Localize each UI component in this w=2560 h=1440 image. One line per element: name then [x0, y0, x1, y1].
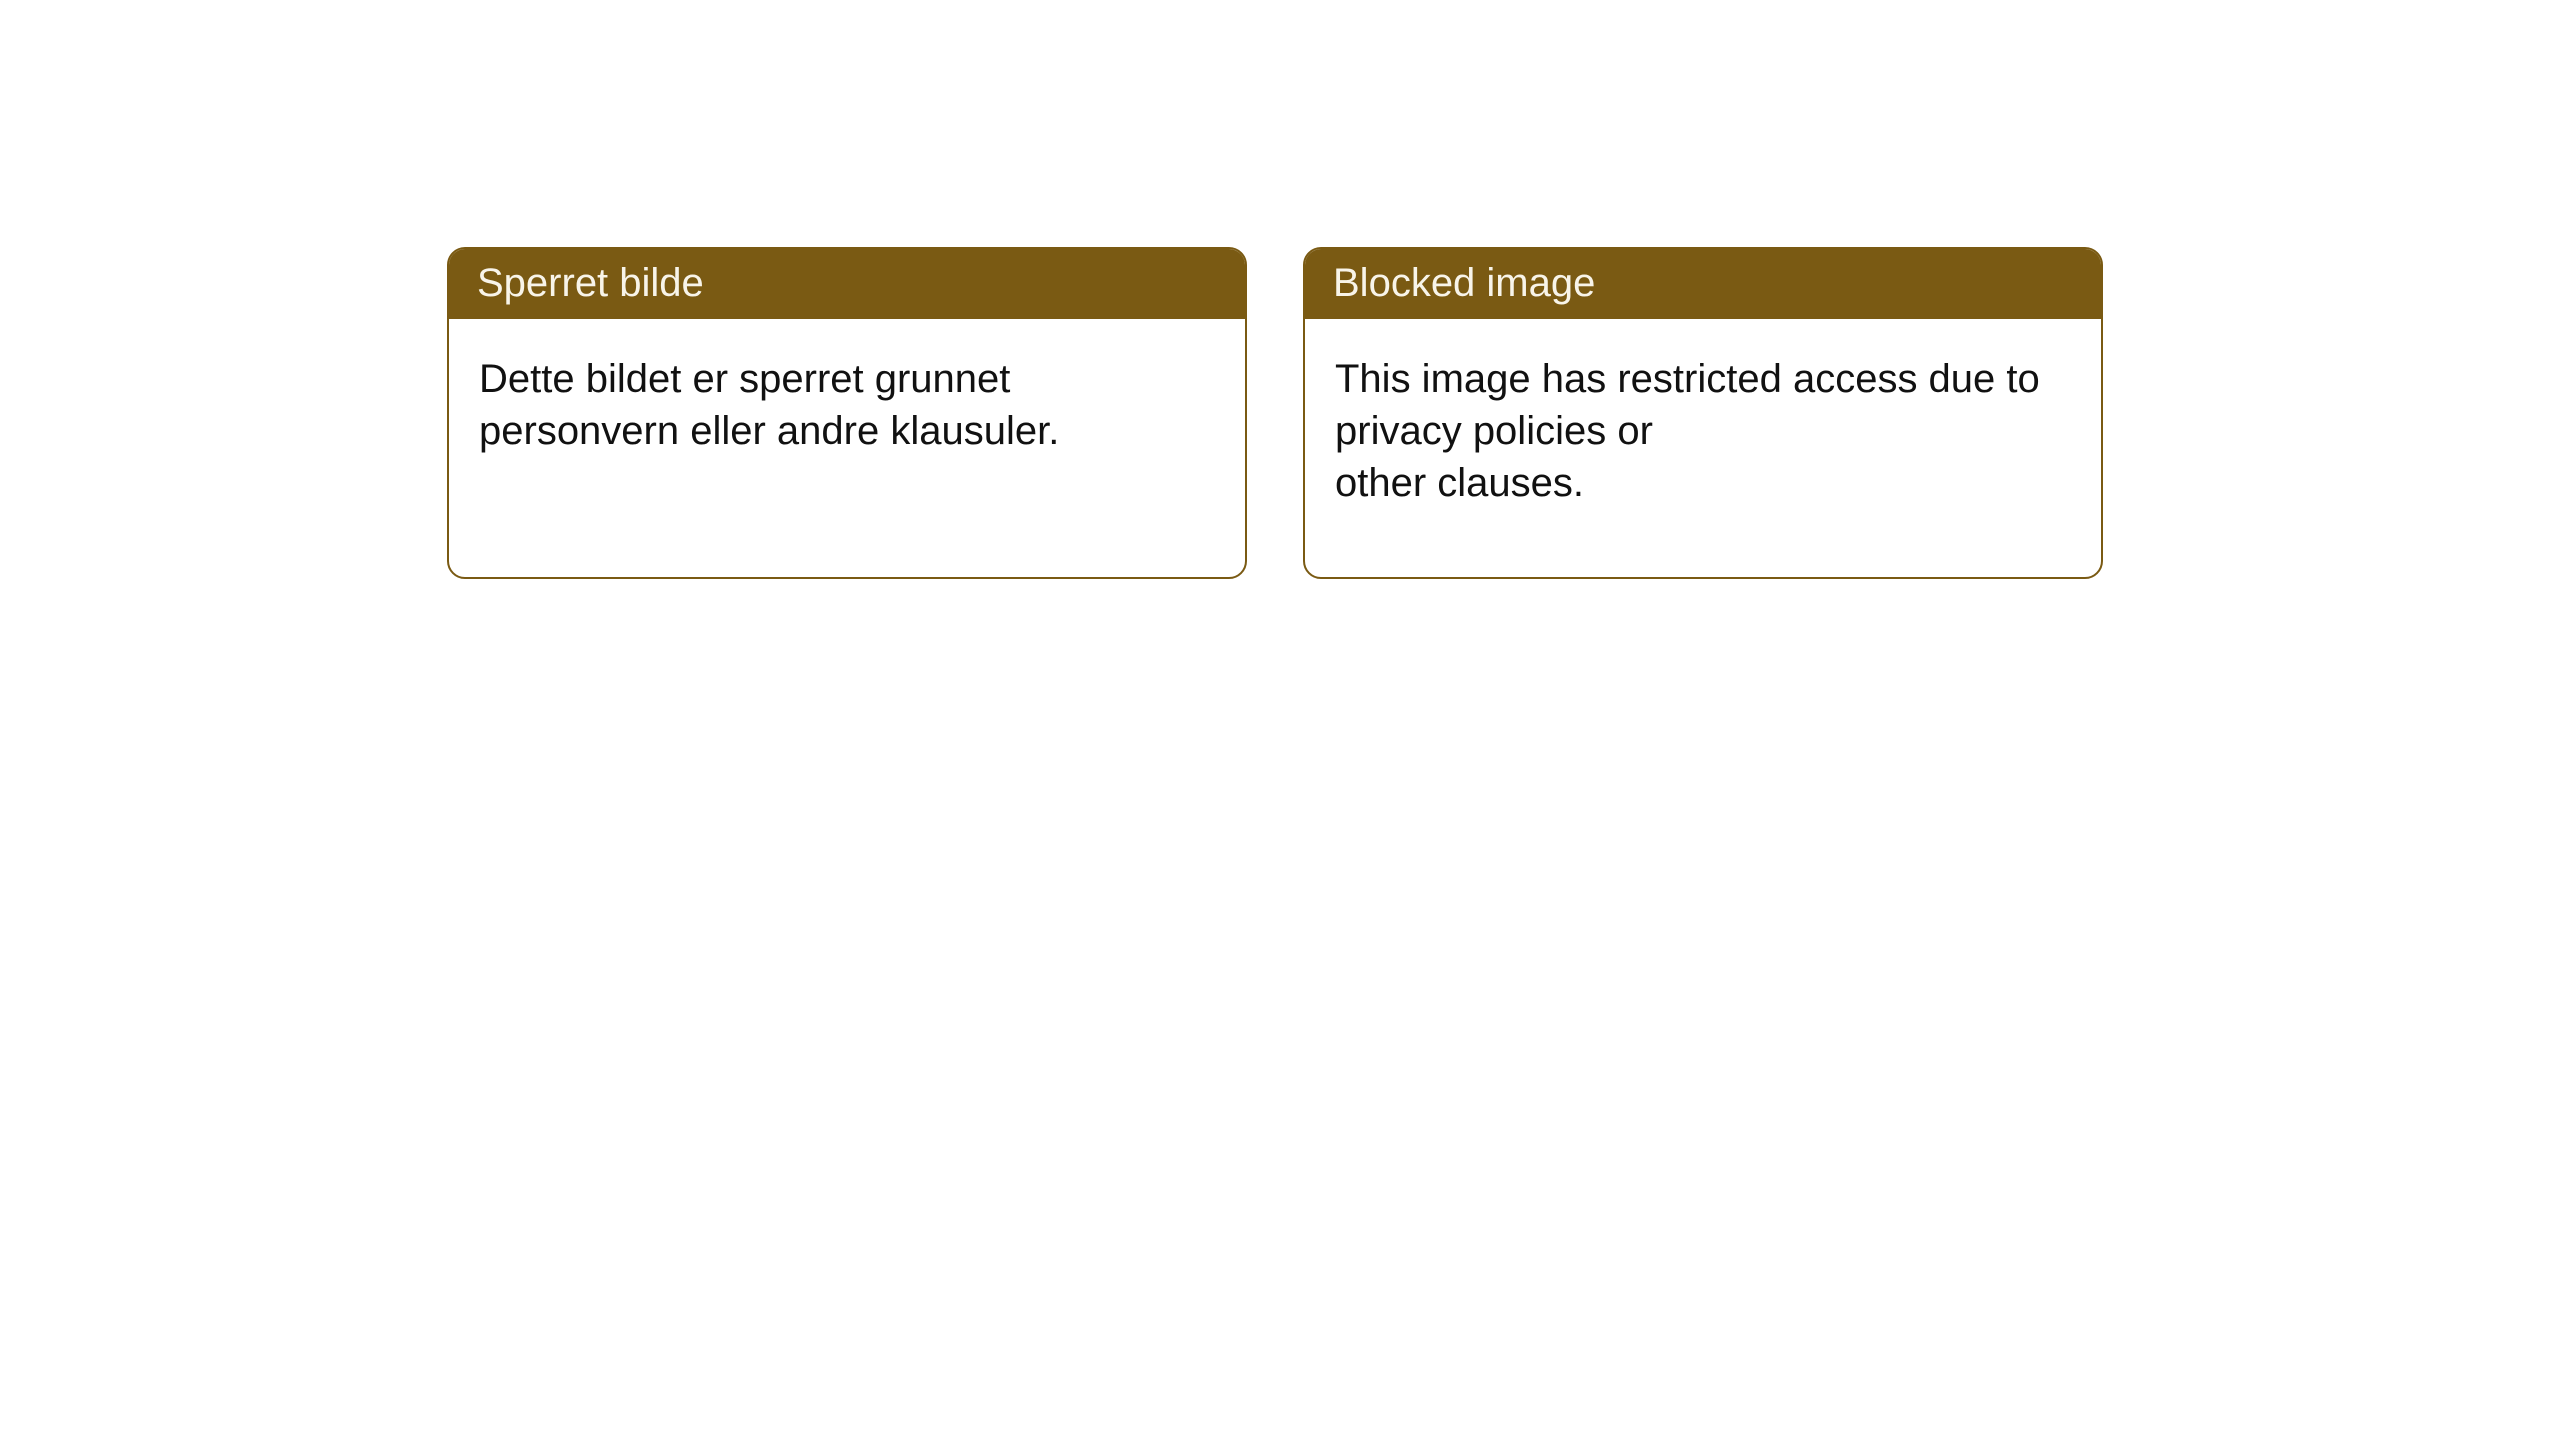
- notice-card-row: Sperret bilde Dette bildet er sperret gr…: [447, 247, 2103, 579]
- notice-card-right: Blocked image This image has restricted …: [1303, 247, 2103, 579]
- notice-card-left: Sperret bilde Dette bildet er sperret gr…: [447, 247, 1247, 579]
- notice-card-left-title: Sperret bilde: [449, 249, 1245, 319]
- notice-card-right-body: This image has restricted access due to …: [1305, 319, 2101, 543]
- notice-card-left-body: Dette bildet er sperret grunnet personve…: [449, 319, 1245, 491]
- notice-card-right-title: Blocked image: [1305, 249, 2101, 319]
